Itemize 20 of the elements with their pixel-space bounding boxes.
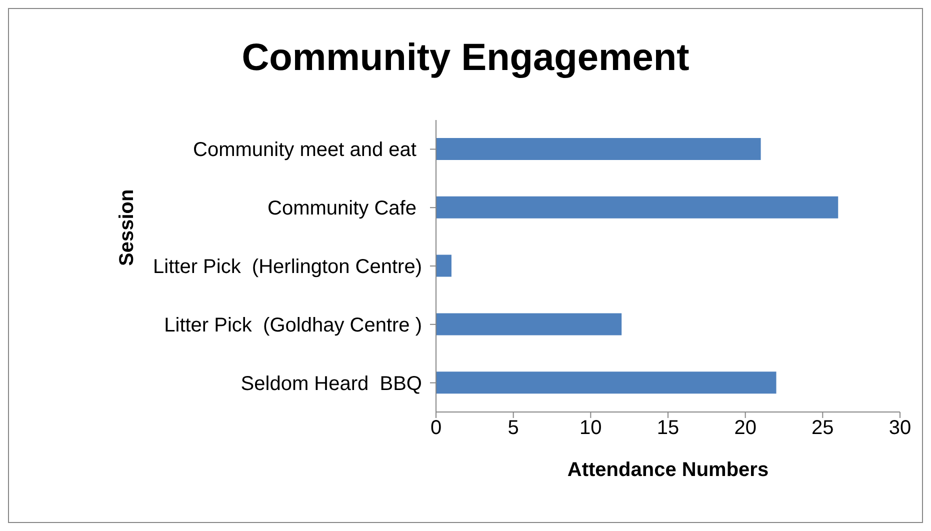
x-tick-label: 25 [812, 417, 834, 440]
bar [436, 254, 452, 277]
bar [436, 196, 838, 218]
x-tick-label: 5 [508, 417, 519, 440]
y-tick-label: Litter Pick (Goldhay Centre ) [164, 314, 422, 336]
x-tick-label: 30 [888, 417, 912, 440]
bar [436, 138, 761, 160]
x-tick-label: 20 [734, 417, 756, 440]
bar [436, 313, 622, 336]
x-tick-label: 15 [656, 417, 680, 440]
y-tick-label: Seldom Heard BBQ [240, 372, 422, 395]
y-tick-label: Community meet and eat [193, 139, 422, 162]
bar [436, 372, 776, 394]
x-tick-label: 0 [430, 417, 442, 440]
x-tick-label: 10 [580, 417, 602, 440]
chart-title: Community Engagement [240, 37, 690, 80]
x-axis-title: Attendance Numbers [567, 459, 769, 482]
y-axis-title: Session [116, 189, 138, 266]
y-tick-label: Litter Pick (Herlington Centre) [153, 256, 422, 278]
y-tick-label: Community Cafe [268, 198, 422, 220]
